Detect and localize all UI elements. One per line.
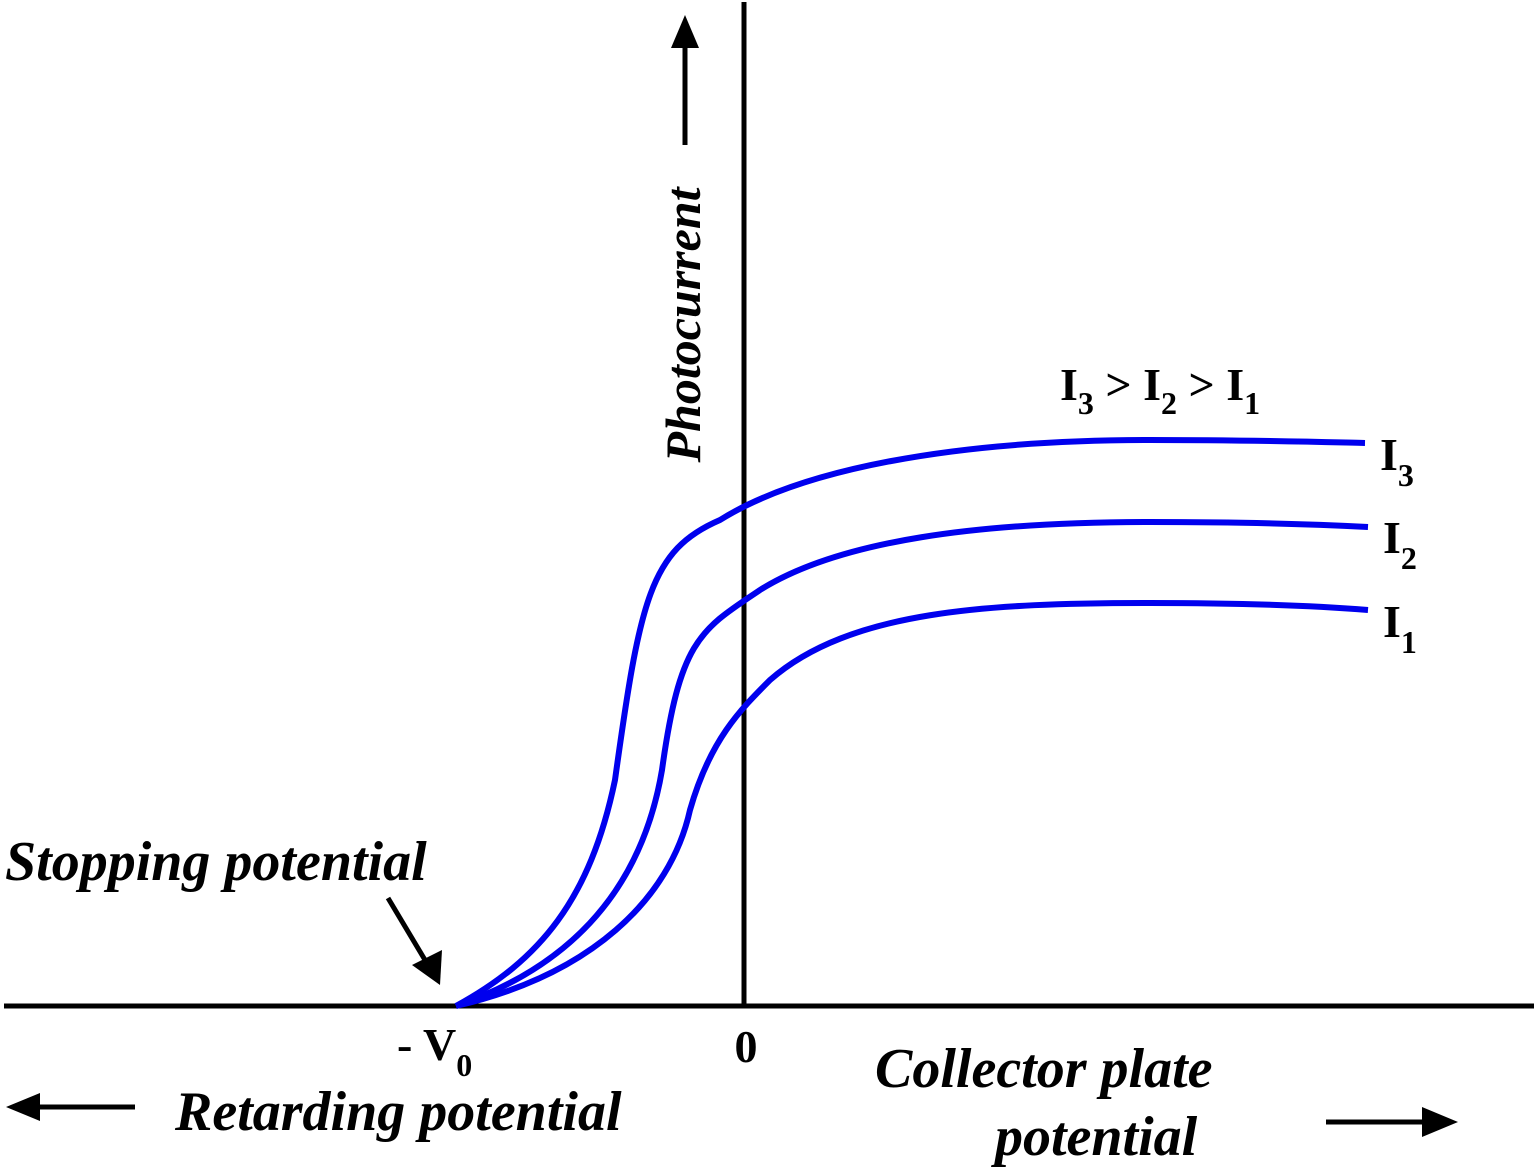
y-axis-label: Photocurrent: [655, 185, 711, 463]
collector-label-line1: Collector plate: [875, 1038, 1213, 1100]
origin-label: 0: [735, 1021, 758, 1072]
relation-label: I3 > I2 > I1: [1060, 359, 1260, 421]
curve-label-i3: I3: [1380, 429, 1414, 493]
curve-i3: [454, 436, 1366, 1009]
curve-label-i1: I1: [1383, 596, 1417, 660]
y-arrow-head: [671, 15, 699, 48]
collector-label-line2: potential: [991, 1106, 1198, 1168]
left-arrow-head: [6, 1093, 40, 1121]
stopping-arrow-shaft: [385, 896, 431, 967]
curve-i2: [455, 518, 1369, 1009]
right-arrow-head: [1422, 1107, 1458, 1137]
stopping-arrow-head: [412, 950, 442, 985]
stopping-potential-label: Stopping potential: [5, 831, 427, 893]
curve-label-i2: I2: [1383, 512, 1417, 576]
minus-v0-label: - V0: [397, 1019, 472, 1083]
retarding-potential-label: Retarding potential: [174, 1081, 622, 1143]
curve-i1: [455, 599, 1369, 1009]
